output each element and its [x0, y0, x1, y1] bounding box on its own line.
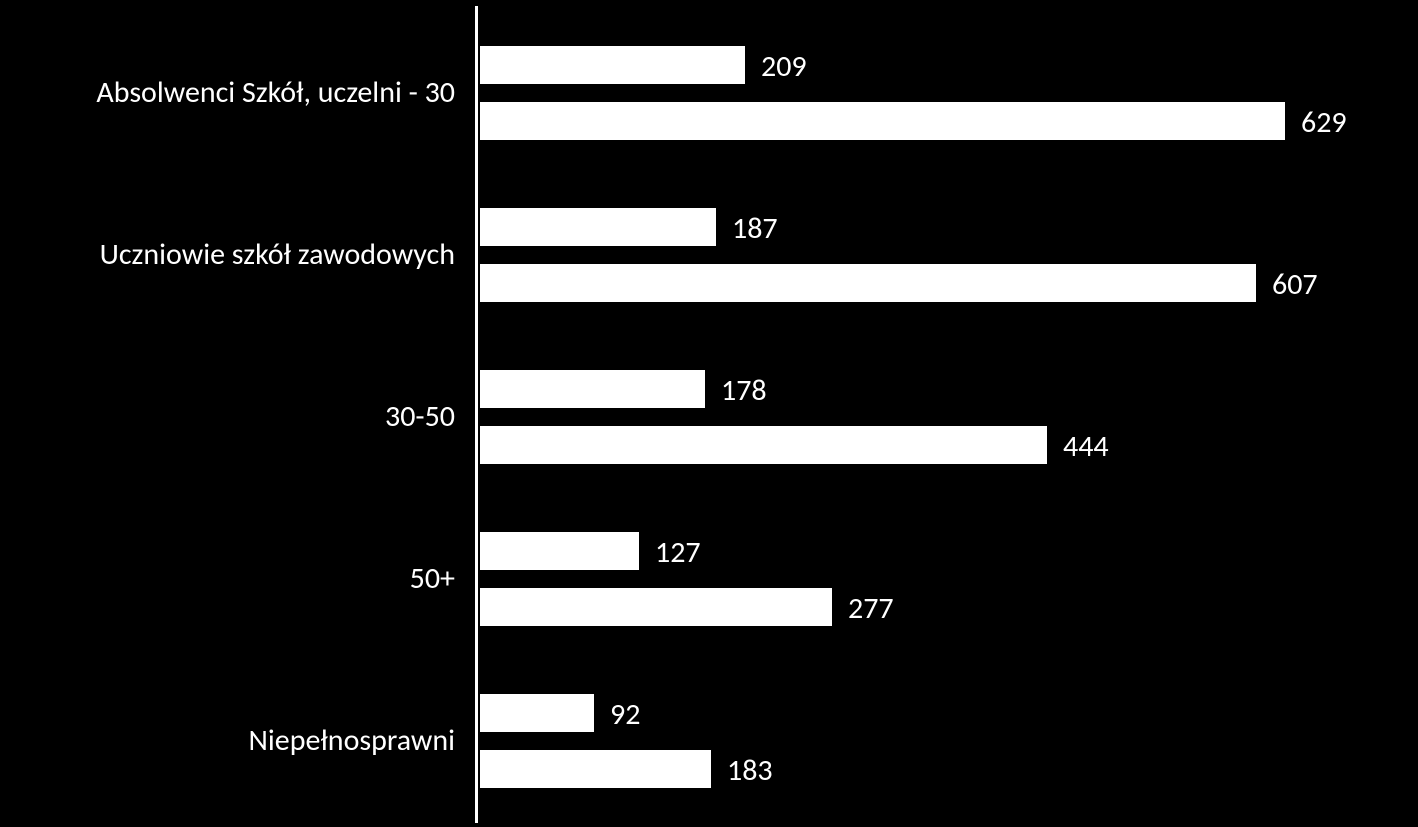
bar [478, 262, 1258, 304]
bar-value-label: 629 [1301, 104, 1347, 141]
bar [478, 424, 1049, 466]
bar [478, 586, 834, 628]
category-label: Uczniowie szkół zawodowych [0, 236, 455, 273]
bar [478, 748, 713, 790]
bar-value-label: 187 [732, 210, 778, 247]
bar-value-label: 92 [610, 696, 640, 733]
bar-value-label: 209 [761, 48, 807, 85]
bar-value-label: 277 [848, 590, 894, 627]
category-label: 30-50 [0, 398, 455, 435]
bar [478, 100, 1287, 142]
bar-value-label: 444 [1063, 428, 1109, 465]
bar [478, 206, 718, 248]
bar [478, 44, 747, 86]
bar-value-label: 127 [655, 534, 701, 571]
bar-value-label: 178 [721, 372, 767, 409]
grouped-horizontal-bar-chart: 209 629 Absolwenci Szkół, uczelni - 30 187 6… [0, 0, 1418, 827]
bar [478, 692, 596, 734]
bar-value-label: 183 [727, 752, 773, 789]
category-label: 50+ [0, 560, 455, 597]
category-label: Absolwenci Szkół, uczelni - 30 [0, 74, 455, 111]
bar-value-label: 607 [1272, 266, 1318, 303]
category-label: Niepełnosprawni [0, 722, 455, 759]
bar [478, 368, 707, 410]
bar [478, 530, 641, 572]
